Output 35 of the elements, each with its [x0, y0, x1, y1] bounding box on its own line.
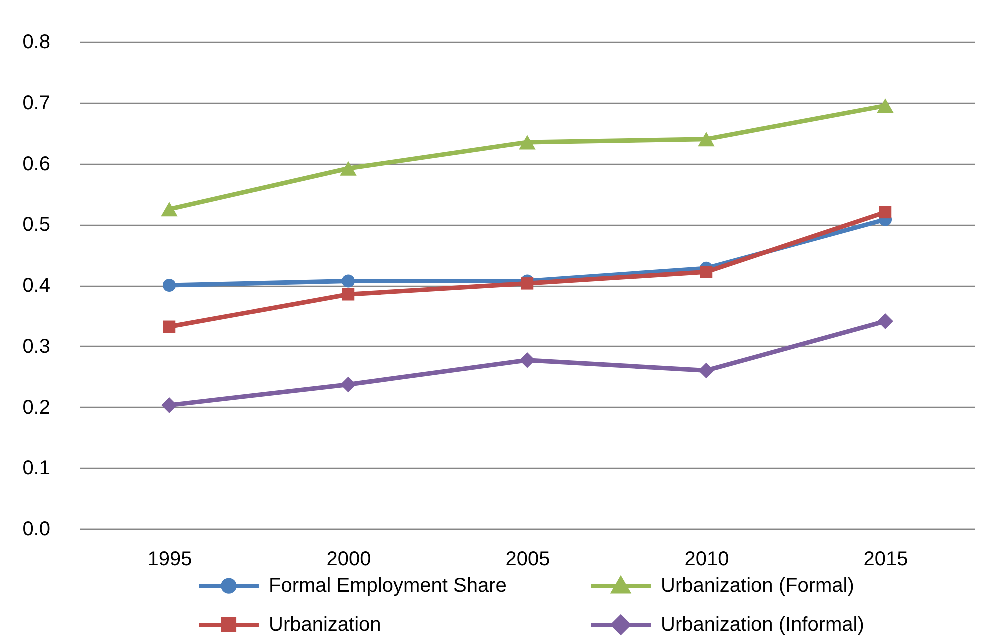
point [340, 161, 357, 176]
point [340, 376, 356, 393]
y-tick-label: 0.1 [22, 458, 50, 480]
x-tick-label: 2015 [864, 548, 908, 570]
y-tick-label: 0.4 [22, 275, 50, 297]
y-tick-label: 0.8 [22, 32, 50, 54]
point [700, 266, 713, 278]
point [161, 202, 178, 217]
point [879, 206, 892, 219]
y-tick-label: 0.2 [22, 396, 50, 419]
legend-label: Urbanization [269, 614, 382, 636]
y-tick-label: 0.7 [22, 92, 50, 114]
point [521, 278, 534, 290]
point [698, 132, 715, 147]
legend-label: Urbanization (Formal) [661, 575, 854, 598]
x-tick-label: 1995 [148, 548, 192, 570]
legend-label: Formal Employment Share [269, 575, 507, 598]
y-tick-label: 0.6 [22, 153, 50, 176]
legend-label: Urbanization (Informal) [661, 614, 864, 636]
point [878, 314, 894, 330]
point [342, 274, 356, 288]
point [877, 98, 894, 114]
point [520, 352, 536, 368]
x-tick-label: 2010 [684, 548, 730, 570]
point [519, 135, 536, 150]
point [163, 320, 176, 334]
x-tick-label: 2005 [506, 548, 550, 570]
point [162, 398, 178, 414]
point [162, 278, 176, 292]
point [342, 288, 355, 301]
point [698, 362, 714, 379]
y-tick-label: 0.0 [22, 518, 50, 540]
y-tick-label: 0.5 [22, 214, 50, 236]
y-tick-label: 0.3 [22, 336, 50, 358]
x-tick-label: 2000 [326, 548, 372, 570]
